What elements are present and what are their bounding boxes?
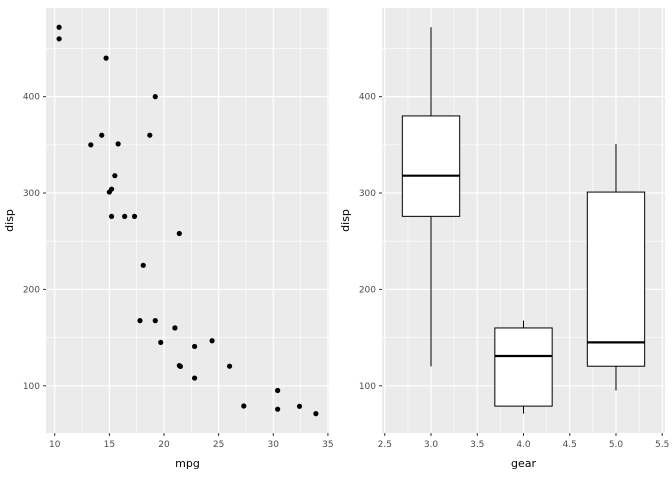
x-tick-label: 2.5 bbox=[378, 440, 392, 450]
data-point bbox=[176, 230, 182, 237]
x-tick-label: 4.5 bbox=[563, 440, 577, 450]
data-point bbox=[103, 55, 109, 61]
data-point bbox=[209, 338, 215, 344]
data-point bbox=[88, 142, 94, 148]
x-tick-label: 30 bbox=[268, 440, 280, 450]
data-point bbox=[108, 213, 115, 219]
boxplot: 2.5 3.0 3.5 4.0 4.5 5.0 5.5 100 200 300 400 gear dis… bbox=[339, 8, 669, 470]
data-point bbox=[122, 213, 128, 219]
data-point bbox=[192, 375, 198, 381]
scatter-plot: 10 15 20 25 30 35 100 200 300 400 mpg disp bbox=[3, 8, 334, 470]
x-tick-label: 3.0 bbox=[424, 440, 439, 450]
data-point bbox=[112, 173, 118, 179]
y-tick-label: 100 bbox=[23, 382, 40, 392]
data-point bbox=[192, 343, 198, 350]
data-point bbox=[296, 403, 303, 409]
data-point bbox=[137, 318, 143, 324]
data-point bbox=[313, 411, 319, 417]
data-point bbox=[275, 387, 281, 394]
box bbox=[401, 115, 461, 217]
x-axis-title: gear bbox=[511, 457, 536, 470]
data-point bbox=[99, 132, 105, 138]
x-tick-label: 4.0 bbox=[516, 440, 531, 450]
panel-background bbox=[46, 8, 329, 433]
x-tick-label: 20 bbox=[158, 440, 170, 450]
data-point bbox=[172, 325, 178, 331]
x-axis-title: mpg bbox=[175, 457, 200, 470]
boxplot-container: 2.5 3.0 3.5 4.0 4.5 5.0 5.5 100 200 300 400 gear dis… bbox=[336, 0, 672, 480]
x-tick-label: 5.5 bbox=[655, 440, 669, 450]
data-point bbox=[56, 36, 62, 42]
data-point bbox=[241, 403, 247, 409]
box bbox=[586, 191, 646, 367]
y-tick-label: 200 bbox=[359, 285, 376, 295]
data-point bbox=[152, 318, 158, 324]
box bbox=[494, 327, 553, 407]
scatter-plot-container: 10 15 20 25 30 35 100 200 300 400 mpg disp bbox=[3, 8, 334, 470]
x-tick-label: 3.5 bbox=[470, 440, 484, 450]
data-point bbox=[226, 363, 233, 369]
y-tick-label: 400 bbox=[359, 93, 376, 103]
data-point bbox=[147, 132, 153, 138]
data-point bbox=[131, 213, 138, 219]
x-tick-label: 5.0 bbox=[609, 440, 624, 450]
x-tick-label: 35 bbox=[322, 440, 333, 450]
data-point bbox=[176, 362, 182, 369]
x-tick-label: 15 bbox=[104, 440, 115, 450]
data-point bbox=[275, 406, 281, 412]
data-point bbox=[115, 141, 121, 147]
y-axis-title: disp bbox=[339, 209, 352, 232]
x-tick-label: 10 bbox=[49, 440, 61, 450]
y-tick-label: 300 bbox=[359, 189, 376, 199]
data-point bbox=[106, 189, 112, 195]
x-tick-label: 25 bbox=[213, 440, 224, 450]
y-tick-label: 300 bbox=[23, 189, 40, 199]
data-point bbox=[140, 262, 146, 268]
y-axis-title: disp bbox=[3, 209, 16, 232]
data-point bbox=[158, 339, 164, 346]
data-point bbox=[56, 24, 62, 30]
y-tick-label: 100 bbox=[359, 382, 376, 392]
y-tick-label: 400 bbox=[23, 93, 40, 103]
y-tick-label: 200 bbox=[23, 285, 40, 295]
data-point bbox=[152, 94, 158, 100]
